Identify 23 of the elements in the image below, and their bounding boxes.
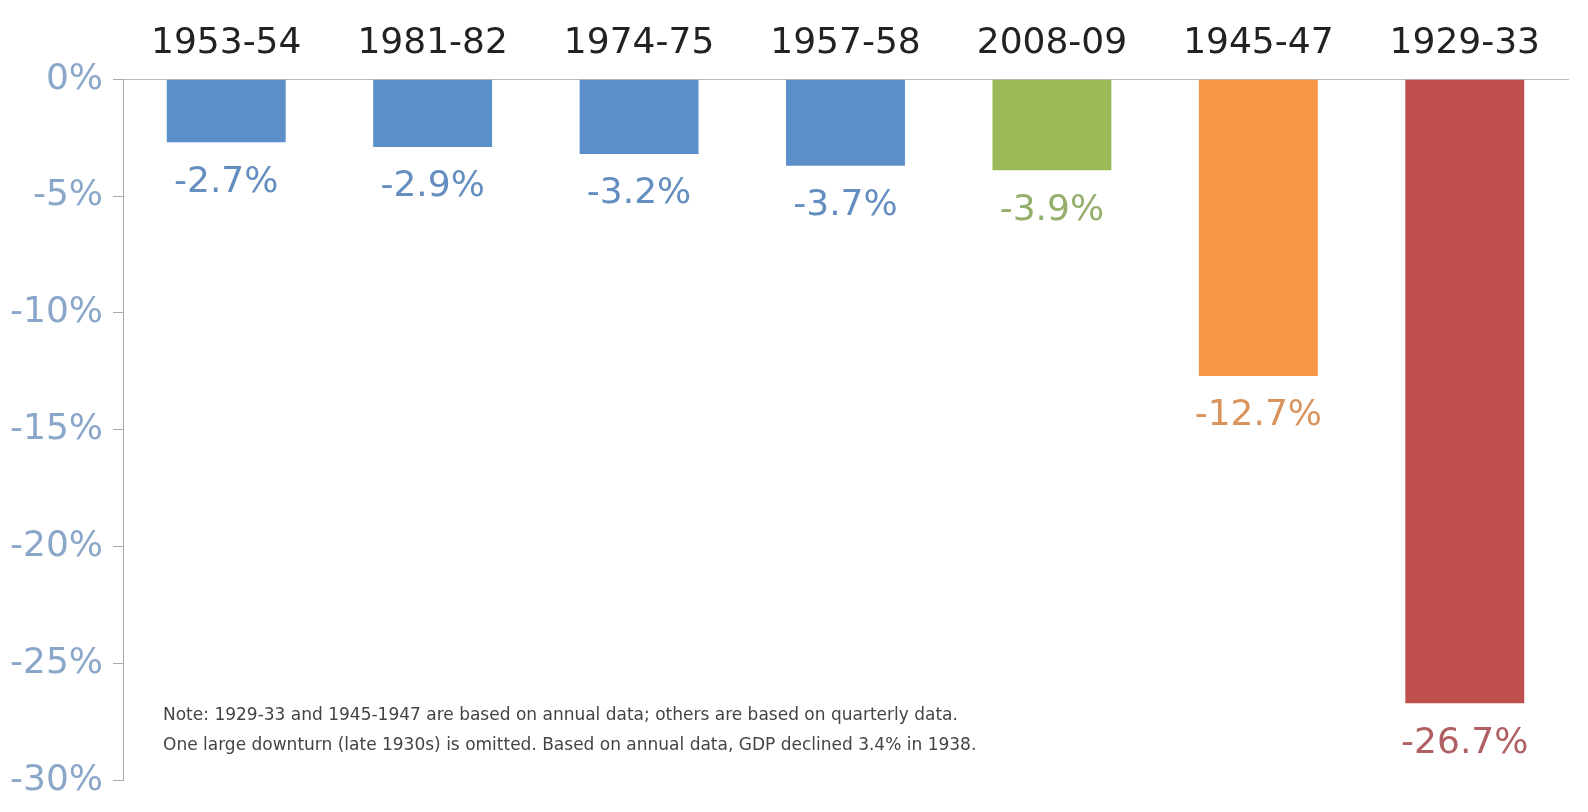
y-tick-label: -15% — [9, 406, 104, 448]
data-label: -3.2% — [586, 170, 692, 212]
y-tick-label: 0% — [45, 55, 104, 97]
x-tick-label: 1953-54 — [151, 19, 302, 61]
annotation: Note: 1929-33 and 1945-1947 are based on annual data; others are based on quarterly data. — [163, 704, 958, 725]
data-label: -3.7% — [793, 182, 898, 224]
x-tick-label: 1974-75 — [563, 19, 715, 61]
y-tick-label: -10% — [9, 289, 104, 331]
annotation: One large downturn (late 1930s) is omitted. Based on annual data, GDP declined 3.4% in 1938. — [163, 734, 977, 755]
x-tick-label: 1929-33 — [1389, 19, 1540, 61]
x-tick-label: 1945-47 — [1183, 19, 1334, 61]
data-label: -2.9% — [380, 163, 485, 205]
y-tick-label: -20% — [9, 523, 104, 565]
y-tick-label: -25% — [9, 639, 104, 681]
x-tick-label: 1957-58 — [770, 19, 921, 61]
data-label: -2.7% — [173, 158, 279, 200]
x-tick-label: 2008-09 — [976, 19, 1128, 61]
y-tick-label: -5% — [32, 172, 104, 214]
data-label: -26.7% — [1401, 719, 1529, 761]
x-tick-label: 1981-82 — [357, 19, 508, 61]
y-tick-label: -30% — [9, 756, 104, 798]
data-label: -12.7% — [1194, 392, 1323, 434]
data-label: -3.9% — [999, 186, 1105, 228]
